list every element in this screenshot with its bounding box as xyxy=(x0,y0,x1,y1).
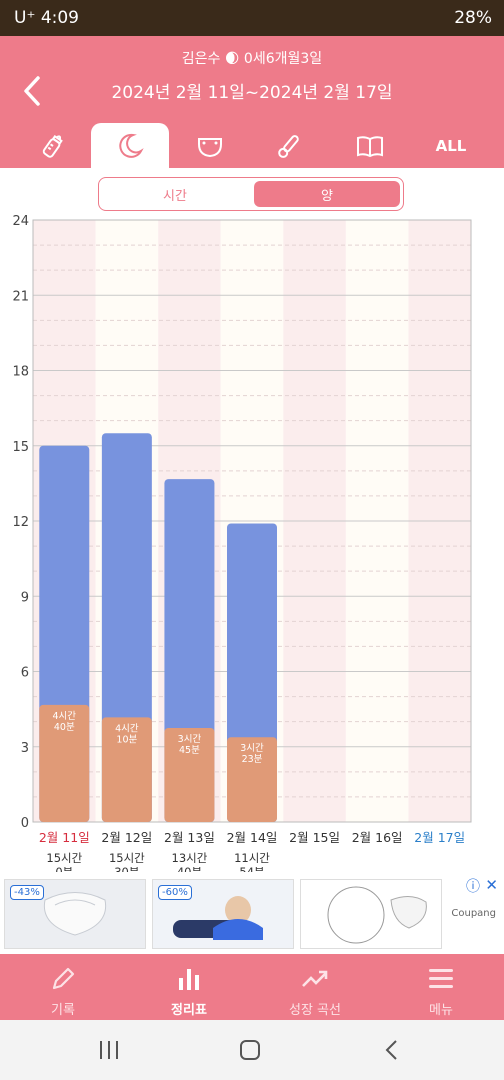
diaper-icon xyxy=(198,137,222,157)
nav-record-label: 기록 xyxy=(51,1003,75,1018)
tab-diaper[interactable] xyxy=(171,123,249,168)
bar-inner-label: 3시간 xyxy=(178,734,202,745)
book-icon xyxy=(357,135,383,157)
neck-pillow-image xyxy=(173,896,263,940)
bottom-nav: 기록 정리표 성장 곡선 메뉴 xyxy=(0,954,504,1020)
bar-total-label: 54분 xyxy=(239,865,264,872)
bar-inner-label: 23분 xyxy=(242,754,263,765)
bar-inner-label: 4시간 xyxy=(115,723,139,734)
ad-info-icon[interactable]: ⓘ xyxy=(466,879,480,895)
bar-total-label: 13시간 xyxy=(172,851,208,865)
y-tick-label: 15 xyxy=(12,440,29,455)
header: 김은수 🌒 0세6개월3일 2024년 2월 11일~2024년 2월 17일 xyxy=(0,36,504,168)
home-icon[interactable] xyxy=(239,1039,261,1061)
x-tick-label: 2월 13일 xyxy=(164,830,215,845)
toggle-time[interactable]: 시간 xyxy=(163,188,187,204)
x-tick-label: 2월 16일 xyxy=(352,830,403,845)
y-tick-label: 6 xyxy=(21,666,29,681)
ad-discount-2: -60% xyxy=(158,885,192,900)
status-bar: U⁺ 4:09 28% xyxy=(0,0,504,36)
y-tick-label: 21 xyxy=(12,289,29,304)
ad-product-mouthguard-case[interactable] xyxy=(300,879,442,949)
y-tick-label: 18 xyxy=(12,365,29,380)
y-tick-label: 24 xyxy=(12,214,29,229)
trend-icon xyxy=(302,970,328,987)
tab-all[interactable]: ALL xyxy=(412,123,490,168)
mouthguard-image xyxy=(43,892,107,936)
ad-banner[interactable]: -43% -60% ⓘ ✕ Coupang xyxy=(0,872,504,954)
nav-menu[interactable]: 메뉴 xyxy=(378,954,504,1020)
nav-menu-label: 메뉴 xyxy=(429,1003,453,1018)
ad-product-neck-pillow[interactable]: -60% xyxy=(152,879,294,949)
view-toggle: 시간 양 xyxy=(98,177,404,211)
bar-inner-label: 4시간 xyxy=(53,711,77,722)
tab-diary[interactable] xyxy=(331,123,409,168)
bar-series-1 xyxy=(39,704,90,822)
ad-close-icon[interactable]: ✕ xyxy=(485,876,498,894)
x-tick-label: 2월 14일 xyxy=(227,830,278,845)
x-tick-label: 2월 17일 xyxy=(414,830,465,845)
toggle-amount[interactable]: 양 xyxy=(254,181,400,207)
nav-growth[interactable]: 성장 곡선 xyxy=(252,954,378,1020)
nav-growth-label: 성장 곡선 xyxy=(289,1003,341,1018)
x-tick-label: 2월 12일 xyxy=(101,830,152,845)
system-back-icon[interactable] xyxy=(384,1039,400,1061)
x-tick-label: 2월 15일 xyxy=(289,830,340,845)
moon-icon xyxy=(119,133,144,158)
status-left: U⁺ 4:09 xyxy=(14,8,79,28)
bottle-icon xyxy=(42,134,63,158)
back-arrow-icon[interactable] xyxy=(18,74,48,108)
y-tick-label: 9 xyxy=(21,590,29,605)
bar-total-label: 15시간 xyxy=(109,851,145,865)
bar-series-1 xyxy=(227,737,277,822)
tab-temperature[interactable] xyxy=(250,123,328,168)
y-tick-label: 12 xyxy=(12,515,29,530)
nav-record[interactable]: 기록 xyxy=(0,954,126,1020)
bar-total-label: 30분 xyxy=(114,865,139,872)
hamburger-icon xyxy=(429,969,453,988)
bar-total-label: 15시간 xyxy=(46,851,82,865)
tab-sleep[interactable] xyxy=(91,123,169,168)
recent-apps-icon[interactable] xyxy=(98,1040,120,1060)
bar-inner-label: 40분 xyxy=(54,722,75,733)
nav-summary-label: 정리표 xyxy=(171,1003,207,1018)
tab-feeding[interactable] xyxy=(14,123,92,168)
y-tick-label: 0 xyxy=(21,816,29,831)
mouthguard-case-image xyxy=(327,886,427,944)
bar-total-label: 11시간 xyxy=(234,851,270,865)
bar-series-1 xyxy=(164,727,215,822)
bar-inner-label: 45분 xyxy=(179,745,200,756)
bar-series-1 xyxy=(101,717,152,822)
bar-inner-label: 3시간 xyxy=(240,743,264,754)
child-profile: 김은수 🌒 0세6개월3일 xyxy=(181,51,323,67)
date-range: 2024년 2월 11일~2024년 2월 17일 xyxy=(111,83,393,103)
pencil-icon xyxy=(52,967,75,990)
y-tick-label: 3 xyxy=(21,741,29,756)
ad-product-mouthguard[interactable]: -43% xyxy=(4,879,146,949)
tab-all-label: ALL xyxy=(435,136,467,155)
system-nav-bar xyxy=(0,1020,504,1080)
bar-total-label: 0분 xyxy=(55,865,73,872)
bar-chart-icon xyxy=(179,969,199,990)
thermometer-icon xyxy=(278,134,299,158)
bar-total-label: 40분 xyxy=(177,865,202,872)
battery-text: 28% xyxy=(454,8,492,28)
ad-brand: Coupang xyxy=(451,908,496,919)
nav-summary[interactable]: 정리표 xyxy=(126,954,252,1020)
x-tick-label: 2월 11일 xyxy=(39,830,90,845)
ad-discount-1: -43% xyxy=(10,885,44,900)
bar-inner-label: 10분 xyxy=(116,734,137,745)
